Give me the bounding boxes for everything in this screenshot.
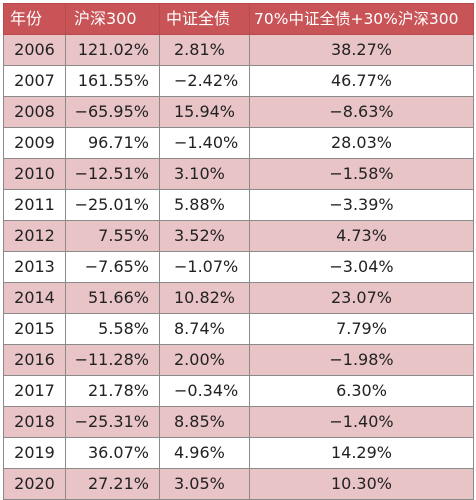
table-row: 2016 −11.28% 2.00% −1.98%: [3, 344, 474, 376]
table-row: 2017 21.78% −0.34% 6.30%: [3, 375, 474, 407]
cell-mixed-portfolio: −3.04%: [249, 251, 474, 283]
cell-year: 2018: [3, 406, 66, 438]
cell-bond-index: 3.52%: [159, 220, 250, 252]
table-row: 2007 161.55% −2.42% 46.77%: [3, 65, 474, 97]
cell-bond-index: 2.81%: [159, 34, 250, 66]
cell-hs300: −25.31%: [65, 406, 160, 438]
cell-hs300: 96.71%: [65, 127, 160, 159]
cell-hs300: 161.55%: [65, 65, 160, 97]
cell-bond-index: 3.10%: [159, 158, 250, 190]
table-body: 2006 121.02% 2.81% 38.27% 2007 161.55% −2.42% 4…: [3, 34, 474, 500]
cell-hs300: −25.01%: [65, 189, 160, 221]
header-year: 年份: [3, 3, 66, 35]
cell-mixed-portfolio: −1.98%: [249, 344, 474, 376]
cell-hs300: −65.95%: [65, 96, 160, 128]
cell-year: 2014: [3, 282, 66, 314]
cell-mixed-portfolio: 38.27%: [249, 34, 474, 66]
table-row: 2010 −12.51% 3.10% −1.58%: [3, 158, 474, 190]
cell-year: 2008: [3, 96, 66, 128]
cell-mixed-portfolio: 23.07%: [249, 282, 474, 314]
cell-year: 2012: [3, 220, 66, 252]
cell-hs300: 121.02%: [65, 34, 160, 66]
table-row: 2018 −25.31% 8.85% −1.40%: [3, 406, 474, 438]
cell-hs300: 5.58%: [65, 313, 160, 345]
cell-mixed-portfolio: 14.29%: [249, 437, 474, 469]
cell-hs300: 21.78%: [65, 375, 160, 407]
cell-bond-index: 5.88%: [159, 189, 250, 221]
header-mixed-portfolio: 70%中证全债+30%沪深300: [249, 3, 474, 35]
cell-bond-index: 15.94%: [159, 96, 250, 128]
table-row: 2015 5.58% 8.74% 7.79%: [3, 313, 474, 345]
cell-hs300: −7.65%: [65, 251, 160, 283]
cell-bond-index: 4.96%: [159, 437, 250, 469]
cell-mixed-portfolio: 4.73%: [249, 220, 474, 252]
cell-mixed-portfolio: 28.03%: [249, 127, 474, 159]
table-row: 2008 −65.95% 15.94% −8.63%: [3, 96, 474, 128]
cell-year: 2006: [3, 34, 66, 66]
cell-bond-index: −1.07%: [159, 251, 250, 283]
cell-hs300: 36.07%: [65, 437, 160, 469]
cell-bond-index: −0.34%: [159, 375, 250, 407]
cell-year: 2016: [3, 344, 66, 376]
header-bond-index: 中证全债: [159, 3, 250, 35]
cell-year: 2017: [3, 375, 66, 407]
cell-mixed-portfolio: 46.77%: [249, 65, 474, 97]
cell-mixed-portfolio: 6.30%: [249, 375, 474, 407]
table-row: 2006 121.02% 2.81% 38.27%: [3, 34, 474, 66]
cell-bond-index: −1.40%: [159, 127, 250, 159]
header-hs300: 沪深300: [65, 3, 160, 35]
cell-hs300: −11.28%: [65, 344, 160, 376]
cell-year: 2015: [3, 313, 66, 345]
table-row: 2013 −7.65% −1.07% −3.04%: [3, 251, 474, 283]
cell-hs300: 7.55%: [65, 220, 160, 252]
cell-year: 2013: [3, 251, 66, 283]
cell-year: 2009: [3, 127, 66, 159]
table-header-row: 年份 沪深300 中证全债 70%中证全债+30%沪深300: [3, 3, 474, 35]
cell-mixed-portfolio: −1.40%: [249, 406, 474, 438]
annual-returns-table: 年份 沪深300 中证全债 70%中证全债+30%沪深300 2006 121.0…: [3, 3, 474, 500]
cell-mixed-portfolio: 7.79%: [249, 313, 474, 345]
cell-mixed-portfolio: −8.63%: [249, 96, 474, 128]
cell-year: 2007: [3, 65, 66, 97]
cell-hs300: 51.66%: [65, 282, 160, 314]
cell-hs300: −12.51%: [65, 158, 160, 190]
table-row: 2009 96.71% −1.40% 28.03%: [3, 127, 474, 159]
cell-bond-index: 2.00%: [159, 344, 250, 376]
cell-bond-index: 10.82%: [159, 282, 250, 314]
cell-bond-index: 8.85%: [159, 406, 250, 438]
table-row: 2019 36.07% 4.96% 14.29%: [3, 437, 474, 469]
table-row: 2011 −25.01% 5.88% −3.39%: [3, 189, 474, 221]
cell-bond-index: 8.74%: [159, 313, 250, 345]
cell-mixed-portfolio: −1.58%: [249, 158, 474, 190]
cell-year: 2010: [3, 158, 66, 190]
table-row: 2014 51.66% 10.82% 23.07%: [3, 282, 474, 314]
cell-year: 2011: [3, 189, 66, 221]
cell-bond-index: −2.42%: [159, 65, 250, 97]
returns-table-container: 年份 沪深300 中证全债 70%中证全债+30%沪深300 2006 121.0…: [3, 3, 474, 500]
cell-mixed-portfolio: −3.39%: [249, 189, 474, 221]
table-row: 2012 7.55% 3.52% 4.73%: [3, 220, 474, 252]
cell-year: 2019: [3, 437, 66, 469]
